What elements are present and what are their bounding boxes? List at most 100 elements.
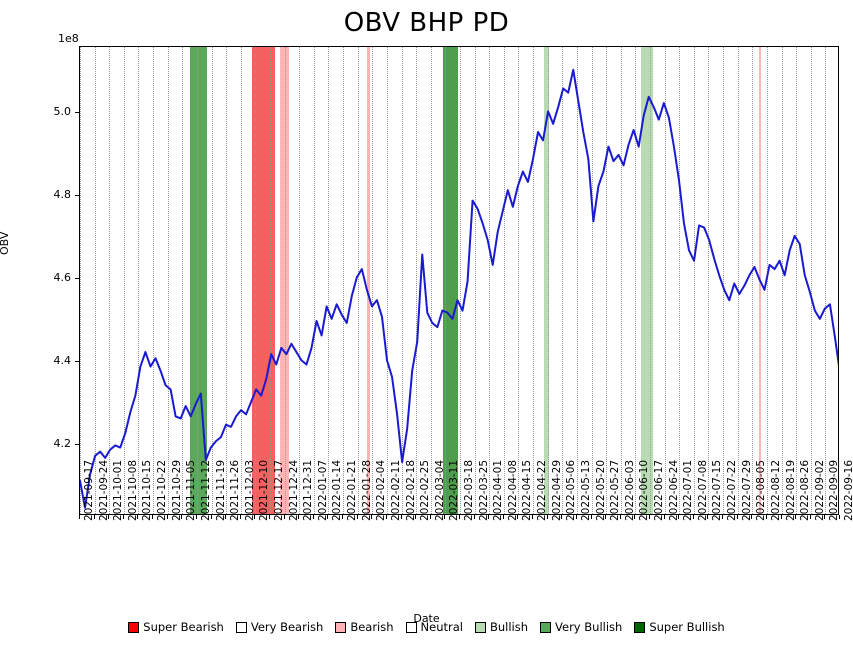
y-tick-mark: [75, 195, 79, 197]
grid-line: [372, 47, 374, 514]
x-tick-label: 2022-09-09: [828, 459, 841, 521]
x-tick-label: 2022-02-18: [404, 459, 417, 521]
x-tick-label: 2022-06-17: [653, 459, 665, 521]
x-tick-label: 2022-08-12: [769, 459, 782, 521]
legend-swatch-icon: [405, 621, 417, 633]
x-tick-mark: [824, 515, 826, 519]
grid-line: [810, 47, 812, 514]
grid-line: [576, 47, 578, 514]
x-tick-mark: [166, 515, 168, 519]
x-tick-label: 2022-02-04: [375, 459, 388, 521]
x-tick-mark: [269, 515, 270, 519]
y-tick-mark: [75, 278, 79, 280]
obv-line-layer: [80, 47, 838, 514]
y-axis-label: OBV: [0, 231, 11, 255]
x-tick-label: 2022-07-01: [682, 459, 695, 521]
x-tick-mark: [765, 515, 767, 519]
grid-line: [328, 47, 330, 514]
grid-line: [284, 47, 286, 514]
legend-item-label: Super Bearish: [143, 620, 224, 634]
legend-item[interactable]: Bearish: [335, 620, 394, 634]
x-tick-mark: [327, 515, 329, 519]
x-tick-label: 2022-01-21: [346, 459, 359, 521]
x-tick-label: 2021-12-03: [243, 459, 256, 521]
x-tick-label: 2022-08-05: [755, 459, 768, 521]
signal-band: [190, 47, 207, 514]
x-tick-label: 2021-09-24: [97, 459, 110, 521]
x-tick-label: 2021-12-10: [258, 459, 271, 521]
x-tick-mark: [371, 515, 373, 519]
x-tick-label: 2022-03-04: [433, 459, 446, 521]
x-tick-label: 2022-04-08: [506, 459, 519, 521]
legend-item[interactable]: Very Bullish: [540, 620, 622, 634]
grid-line: [94, 47, 96, 514]
x-tick-label: 2022-07-08: [696, 459, 709, 521]
y-tick-mark: [75, 361, 79, 363]
legend-swatch-icon: [128, 621, 140, 633]
x-tick-mark: [649, 515, 650, 519]
x-tick-label: 2022-05-13: [579, 459, 592, 521]
x-tick-label: 2022-01-07: [316, 459, 329, 521]
x-tick-label: 2022-09-16: [843, 459, 853, 521]
chart-legend: Super Bearish Very Bearish Bearish Neutral B…: [0, 620, 853, 634]
grid-line: [693, 47, 695, 514]
grid-line: [825, 47, 827, 514]
y-tick-label: 4.4: [53, 354, 72, 368]
grid-line: [80, 47, 81, 514]
grid-line: [650, 47, 651, 514]
legend-item[interactable]: Neutral: [405, 620, 463, 634]
grid-line: [226, 47, 228, 514]
x-tick-mark: [459, 515, 460, 519]
x-tick-mark: [663, 515, 665, 519]
grid-line: [299, 47, 301, 514]
grid-line: [591, 47, 593, 514]
x-tick-label: 2022-07-29: [740, 459, 753, 521]
legend-item-label: Very Bullish: [555, 620, 623, 634]
grid-line: [474, 47, 476, 514]
grid-line: [796, 47, 798, 514]
x-tick-label: 2022-09-02: [813, 459, 826, 521]
x-tick-mark: [502, 515, 504, 519]
x-tick-mark: [473, 515, 475, 519]
x-tick-mark: [809, 515, 811, 519]
x-tick-mark: [283, 515, 285, 519]
grid-line: [737, 47, 739, 514]
x-tick-mark: [751, 515, 753, 519]
x-tick-label: 2021-11-12: [199, 459, 212, 521]
grid-line: [503, 47, 505, 514]
x-tick-label: 2022-06-24: [667, 459, 680, 521]
x-tick-label: 2022-04-01: [492, 459, 505, 521]
x-tick-label: 2022-01-14: [331, 459, 344, 521]
grid-line: [664, 47, 666, 514]
x-tick-label: 2022-08-26: [799, 459, 812, 521]
x-tick-mark: [137, 515, 139, 519]
grid-line: [357, 47, 359, 514]
x-tick-mark: [210, 515, 212, 519]
legend-item-label: Very Bearish: [250, 620, 324, 634]
grid-line: [606, 47, 608, 514]
grid-line: [445, 47, 447, 514]
y-tick-label: 4.6: [53, 271, 72, 285]
x-tick-mark: [195, 515, 197, 519]
x-tick-mark: [575, 515, 577, 519]
legend-item[interactable]: Bullish: [474, 620, 528, 634]
x-tick-mark: [342, 515, 344, 519]
grid-line: [240, 47, 242, 514]
legend-item[interactable]: Very Bearish: [235, 620, 324, 634]
legend-swatch-icon: [540, 621, 552, 633]
legend-item-label: Neutral: [420, 620, 463, 634]
signal-band: [367, 47, 370, 514]
legend-item[interactable]: Super Bullish: [634, 620, 725, 634]
x-tick-label: 2022-01-28: [360, 459, 373, 521]
grid-line: [518, 47, 520, 514]
x-tick-label: 2022-05-20: [594, 459, 607, 521]
legend-item[interactable]: Super Bearish: [128, 620, 224, 634]
x-tick-mark: [780, 515, 782, 519]
x-tick-label: 2021-09-17: [83, 459, 95, 521]
grid-line: [460, 47, 461, 514]
x-tick-label: 2022-07-15: [711, 459, 724, 521]
x-tick-mark: [444, 515, 446, 519]
x-tick-mark: [93, 515, 95, 519]
grid-layer: [80, 47, 838, 514]
y-tick-mark: [75, 112, 79, 114]
